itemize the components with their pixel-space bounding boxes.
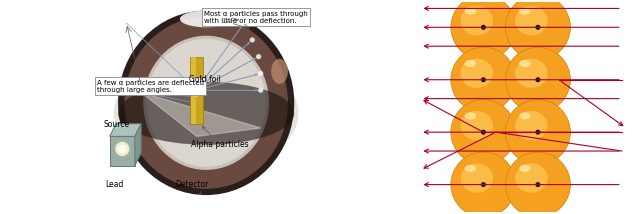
Ellipse shape <box>451 100 516 165</box>
Ellipse shape <box>147 39 266 167</box>
Polygon shape <box>141 92 260 136</box>
Circle shape <box>481 130 486 135</box>
Ellipse shape <box>451 152 516 214</box>
Ellipse shape <box>465 112 476 119</box>
Polygon shape <box>109 136 135 166</box>
Ellipse shape <box>180 10 232 27</box>
Ellipse shape <box>515 59 548 88</box>
Ellipse shape <box>465 7 476 15</box>
Circle shape <box>536 130 540 135</box>
Polygon shape <box>191 57 196 124</box>
Ellipse shape <box>519 60 531 67</box>
Text: Source: Source <box>104 120 130 129</box>
Text: A few α particles are deflected
through large angles.: A few α particles are deflected through … <box>97 80 204 92</box>
Polygon shape <box>191 57 203 124</box>
Ellipse shape <box>256 54 261 59</box>
Ellipse shape <box>461 163 493 193</box>
Ellipse shape <box>115 142 130 156</box>
Ellipse shape <box>271 59 288 84</box>
Ellipse shape <box>506 100 570 165</box>
Ellipse shape <box>506 0 570 60</box>
Ellipse shape <box>193 84 201 97</box>
Polygon shape <box>109 124 141 136</box>
Ellipse shape <box>506 47 570 112</box>
Text: Detector: Detector <box>175 180 208 195</box>
Ellipse shape <box>124 17 288 189</box>
Ellipse shape <box>461 111 493 140</box>
Ellipse shape <box>519 7 531 15</box>
Text: Alpha particles: Alpha particles <box>191 126 249 149</box>
Ellipse shape <box>114 56 298 171</box>
Ellipse shape <box>506 152 570 214</box>
Ellipse shape <box>118 82 294 145</box>
Ellipse shape <box>519 112 531 119</box>
Ellipse shape <box>461 6 493 36</box>
Ellipse shape <box>241 21 246 26</box>
Ellipse shape <box>143 36 269 170</box>
Text: Most α particles pass through
with little or no deflection.: Most α particles pass through with littl… <box>204 10 308 24</box>
Ellipse shape <box>451 47 516 112</box>
Ellipse shape <box>515 163 548 193</box>
Text: Gold foil: Gold foil <box>189 75 221 84</box>
Ellipse shape <box>465 165 476 172</box>
Ellipse shape <box>465 60 476 67</box>
Ellipse shape <box>515 111 548 140</box>
Circle shape <box>536 77 540 82</box>
Circle shape <box>536 182 540 187</box>
Ellipse shape <box>515 6 548 36</box>
Ellipse shape <box>461 59 493 88</box>
Ellipse shape <box>451 0 516 60</box>
Ellipse shape <box>118 145 127 153</box>
Ellipse shape <box>258 71 263 76</box>
Ellipse shape <box>258 88 263 93</box>
Circle shape <box>481 25 486 30</box>
Circle shape <box>481 182 486 187</box>
Ellipse shape <box>250 37 255 43</box>
Circle shape <box>481 77 486 82</box>
Polygon shape <box>135 124 141 166</box>
Text: Lead: Lead <box>106 180 124 189</box>
Circle shape <box>536 25 540 30</box>
Ellipse shape <box>118 10 294 195</box>
Ellipse shape <box>519 165 531 172</box>
